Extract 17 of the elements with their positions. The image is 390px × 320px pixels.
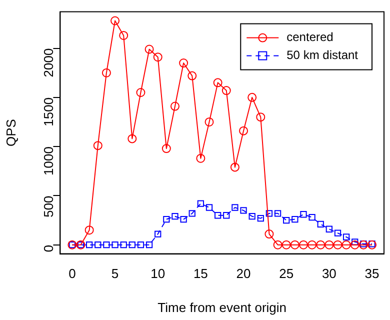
y-tick-label: 500 bbox=[40, 196, 56, 218]
legend-label: 50 km distant bbox=[286, 48, 359, 62]
y-tick-label: 1000 bbox=[40, 146, 56, 176]
x-tick-label: 30 bbox=[322, 266, 336, 282]
x-tick-label: 15 bbox=[193, 266, 208, 282]
x-tick-label: 35 bbox=[364, 266, 380, 282]
y-tick-label: 1500 bbox=[40, 97, 56, 126]
x-tick-label: 25 bbox=[279, 266, 294, 282]
y-tick-label: 0 bbox=[40, 244, 56, 252]
x-tick-label: 0 bbox=[68, 266, 76, 282]
y-tick-label: 2000 bbox=[40, 48, 56, 78]
legend-label: centered bbox=[286, 30, 334, 44]
x-tick-label: 20 bbox=[236, 266, 251, 282]
x-axis-title: Time from event origin bbox=[158, 300, 287, 315]
x-tick-label: 10 bbox=[150, 266, 166, 282]
y-axis-title: QPS bbox=[3, 118, 18, 147]
x-tick-label: 5 bbox=[111, 266, 119, 282]
